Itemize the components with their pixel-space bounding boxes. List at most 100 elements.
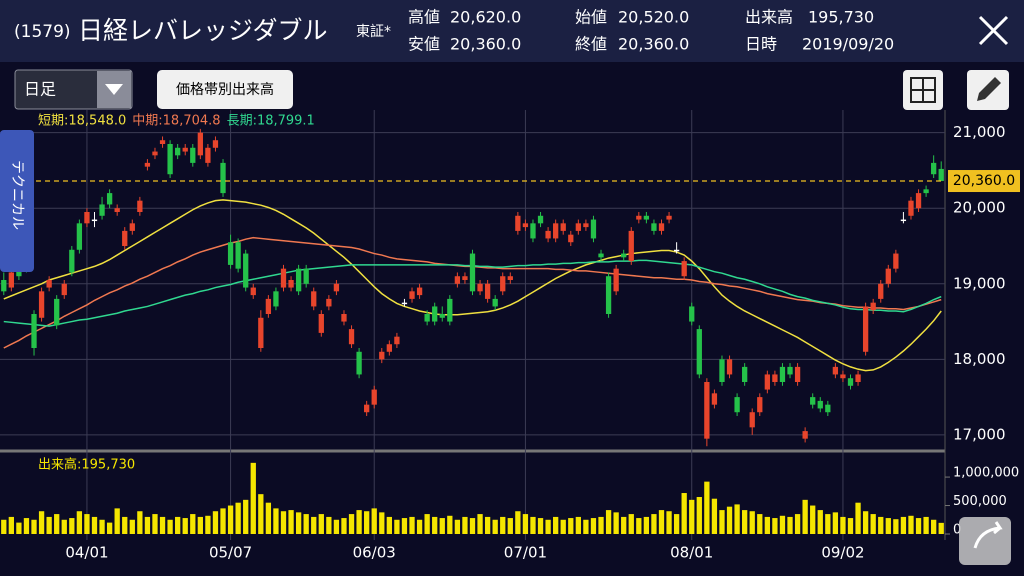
volume-bar [122,516,128,534]
volume-bar [386,516,392,534]
candle-body [364,404,370,413]
candle-body [522,223,529,228]
volume-bar [673,514,680,534]
volume-bar [69,518,75,534]
candle-body [54,298,60,326]
candle-body [61,283,67,296]
technical-tab[interactable]: テクニカル [0,130,34,272]
volume-bar [462,516,468,534]
candle-body [605,276,612,314]
volume-bar [227,505,234,534]
close-button[interactable] [978,15,1009,46]
candle-body [689,306,695,322]
candle-body [787,366,793,375]
candle-body [862,306,869,352]
volume-bar [129,519,135,534]
candle-body [885,268,891,284]
volume-bar [749,511,755,534]
candle-body [38,291,45,318]
plot: 17,000 18,000 19,000 20,000 21,000 04/01 05/07… [0,110,1020,562]
candle-body [696,329,702,375]
volume-bar [568,518,574,534]
volume-bar [114,508,120,534]
volume-bar [273,508,279,534]
candle-body [432,306,438,322]
candle-body [371,389,377,405]
candle-body [568,234,574,243]
volume-title: 出来高:195,730 [38,457,135,473]
candle-body [742,366,748,382]
candle-body [152,151,158,156]
volume-bar [152,514,158,534]
candle-body [76,223,83,250]
candle-body [288,280,294,288]
volume-bar [258,494,264,534]
candle-body [560,223,566,231]
volume-bar [689,499,695,534]
volume-bar [658,510,665,534]
volume-bar [348,514,355,534]
volume-bar [553,516,559,534]
candle-body [303,268,309,284]
candle-body [757,397,763,413]
layout-button[interactable] [903,70,943,110]
volume-bar [61,519,67,534]
draw-button[interactable] [967,70,1009,110]
candle-body [356,351,362,375]
candle-body [764,374,770,390]
field-label: 出来高 [745,8,793,27]
volume-bar [447,515,453,534]
volume-bar [870,514,876,534]
x-tick-label: 04/01 [65,544,108,562]
tab-label: テクニカル [9,160,25,230]
volume-bar [484,516,491,534]
expand-button[interactable] [959,517,1011,565]
volume-bar [54,514,60,534]
candle-body [621,253,627,258]
volume-bar [326,516,332,534]
candle-body [893,253,899,269]
volume-bar [394,519,400,534]
volume-bar [76,511,83,534]
exchange: 東証* [356,24,391,40]
volume-bar [16,522,22,534]
candle-body [333,283,340,292]
candle-body [137,200,143,212]
period-dropdown[interactable]: 日足 [14,69,133,110]
volume-bar [704,481,710,534]
volume-bar [137,511,143,534]
candle-body [31,314,37,348]
candle-body [122,230,128,246]
candle-body [99,204,105,216]
y-tick-label: 19,000 [953,274,1006,292]
candle-body [726,359,733,375]
field-value: 2019/09/20 [802,35,894,54]
candle-body [8,272,14,288]
candle-body [840,374,846,379]
candle-body [484,283,491,299]
candle-body [243,253,249,288]
candle-body [908,200,914,216]
volume-profile-button[interactable]: 価格帯別出来高 [157,70,293,109]
candle-body [878,283,884,299]
candle-body [424,314,430,322]
volume-bar [515,511,521,534]
candle-body [258,317,264,348]
volume-bar [537,518,544,534]
volume-bar [643,516,650,534]
candle-body [394,336,400,345]
candle-body [923,189,929,194]
candle-body [825,404,831,413]
volume-bar [847,518,854,534]
volume-bar [878,516,884,534]
volume-bar [220,508,226,534]
candle-body [227,242,234,265]
candle-body [106,193,113,205]
candle-body [265,298,272,314]
candle-body [810,397,816,405]
field-label: 安値 [408,35,440,54]
volume-bar [401,518,408,534]
y-tick-label: 500,000 [953,494,1007,509]
candle-body [114,208,120,212]
